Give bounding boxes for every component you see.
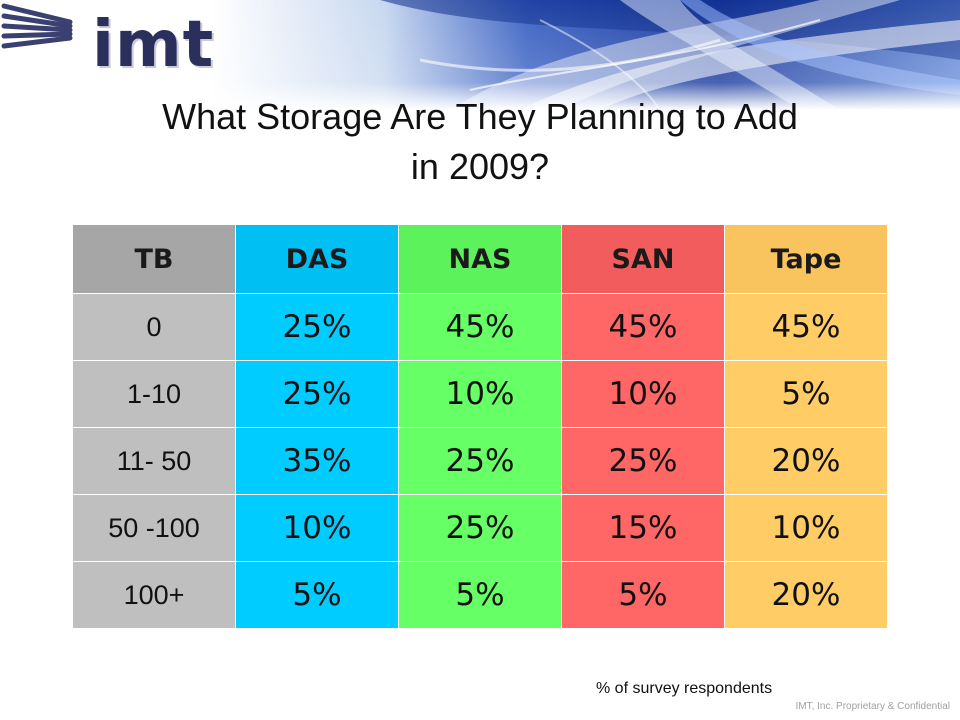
cell-nas: 5%: [398, 561, 562, 629]
cell-das: 10%: [235, 494, 399, 562]
cell-tb: 11- 50: [72, 427, 236, 495]
table-row: 50 -100 10% 25% 15% 10%: [72, 494, 888, 562]
logo-stripes-icon: [1, 3, 73, 49]
cell-tb: 1-10: [72, 360, 236, 428]
cell-das: 25%: [235, 293, 399, 361]
cell-das: 35%: [235, 427, 399, 495]
cell-san: 15%: [561, 494, 725, 562]
cell-nas: 10%: [398, 360, 562, 428]
cell-nas: 45%: [398, 293, 562, 361]
confidential-footer: IMT, Inc. Proprietary & Confidential: [795, 701, 950, 712]
cell-tape: 20%: [724, 561, 888, 629]
table-header-row: TB DAS NAS SAN Tape: [72, 224, 888, 294]
table-row: 11- 50 35% 25% 25% 20%: [72, 427, 888, 495]
cell-tape: 10%: [724, 494, 888, 562]
survey-note: % of survey respondents: [596, 680, 773, 697]
header-banner: imt: [0, 0, 960, 110]
cell-das: 25%: [235, 360, 399, 428]
cell-tb: 100+: [72, 561, 236, 629]
cell-san: 25%: [561, 427, 725, 495]
cell-tape: 45%: [724, 293, 888, 361]
header-san: SAN: [561, 224, 725, 294]
title-line-1: What Storage Are They Planning to Add: [162, 96, 798, 137]
storage-table: TB DAS NAS SAN Tape 0 25% 45% 45% 45% 1-…: [72, 224, 888, 629]
table-row: 100+ 5% 5% 5% 20%: [72, 561, 888, 629]
header-das: DAS: [235, 224, 399, 294]
cell-tape: 5%: [724, 360, 888, 428]
cell-nas: 25%: [398, 494, 562, 562]
cell-nas: 25%: [398, 427, 562, 495]
cell-san: 10%: [561, 360, 725, 428]
title-line-2: in 2009?: [410, 146, 550, 187]
cell-san: 45%: [561, 293, 725, 361]
header-tape: Tape: [724, 224, 888, 294]
header-nas: NAS: [398, 224, 562, 294]
slide-title: What Storage Are They Planning to Add in…: [60, 92, 900, 192]
cell-tb: 50 -100: [72, 494, 236, 562]
cell-tb: 0: [72, 293, 236, 361]
cell-tape: 20%: [724, 427, 888, 495]
logo-text: imt: [92, 8, 215, 82]
table-row: 1-10 25% 10% 10% 5%: [72, 360, 888, 428]
header-tb: TB: [72, 224, 236, 294]
banner-background: [0, 0, 960, 110]
cell-das: 5%: [235, 561, 399, 629]
cell-san: 5%: [561, 561, 725, 629]
table-row: 0 25% 45% 45% 45%: [72, 293, 888, 361]
